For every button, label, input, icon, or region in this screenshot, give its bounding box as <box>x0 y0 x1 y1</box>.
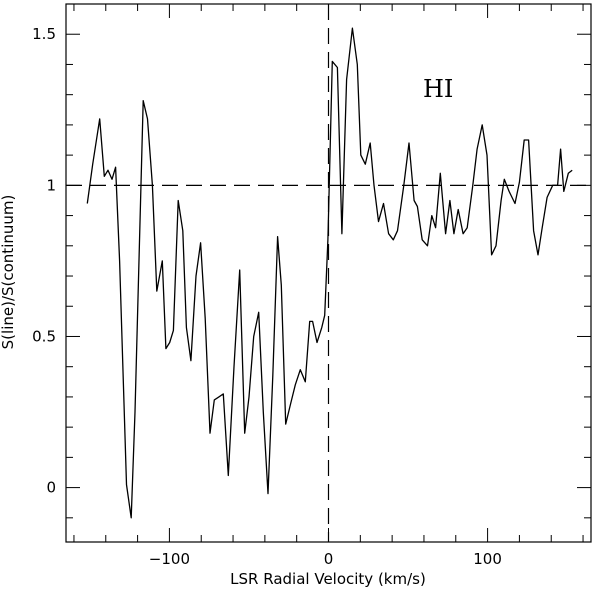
spectrum-line <box>86 27 573 519</box>
y-tick-label: 1.5 <box>32 25 56 43</box>
x-tick-label: 100 <box>473 550 502 568</box>
y-axis-label: S(line)/S(continuum) <box>0 195 17 350</box>
hi-annotation: HI <box>423 75 453 103</box>
y-tick-label: 0 <box>46 479 56 497</box>
x-tick-label: 0 <box>324 550 334 568</box>
reference-lines <box>66 4 591 542</box>
series-group <box>86 27 573 519</box>
x-axis-label: LSR Radial Velocity (km/s) <box>230 570 426 588</box>
y-tick-label: 1 <box>46 176 56 194</box>
y-tick-label: 0.5 <box>32 327 56 345</box>
axis-tick-labels: −100 0 100 0 0.5 1 1.5 <box>32 25 502 568</box>
x-tick-label: −100 <box>149 550 190 568</box>
